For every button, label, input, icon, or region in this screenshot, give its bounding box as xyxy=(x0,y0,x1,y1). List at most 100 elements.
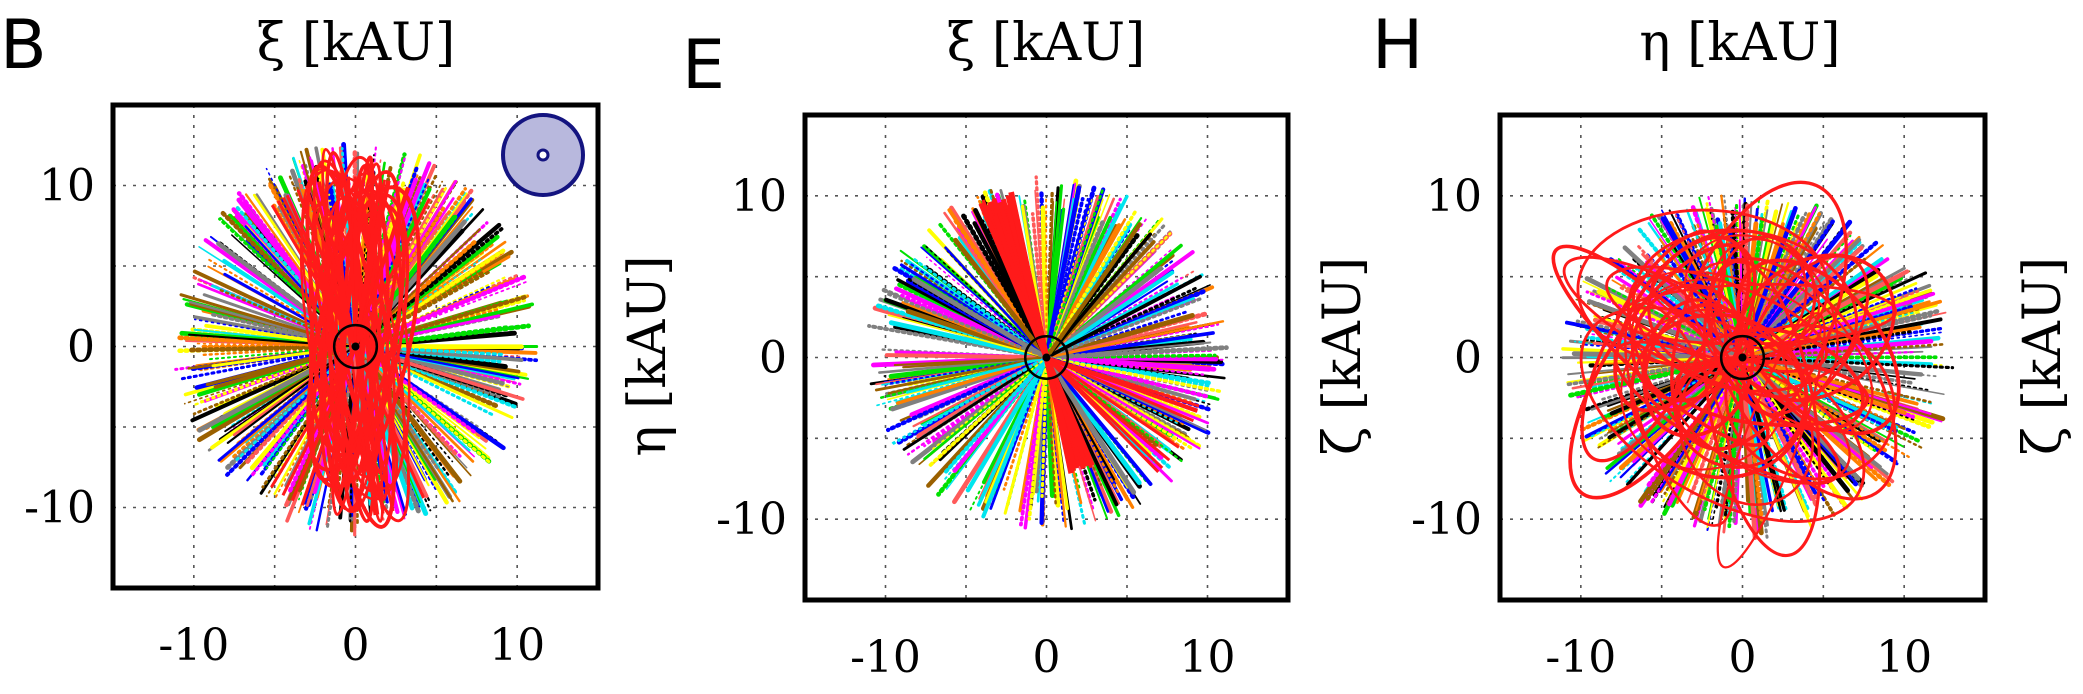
orbit-line xyxy=(1008,191,1075,474)
trajectory-cloud xyxy=(1551,180,1955,569)
panel-letter-e: E xyxy=(682,26,725,105)
trajectory-line xyxy=(1003,361,1047,515)
y-tick-label: -10 xyxy=(1411,494,1482,545)
central-star xyxy=(1738,353,1747,362)
orbit-ellipse xyxy=(1620,308,1790,471)
central-star xyxy=(351,342,360,351)
orbit-ellipse xyxy=(1641,298,1728,412)
trajectory-line xyxy=(926,359,1045,469)
orbit-ellipse xyxy=(1671,361,1851,485)
x-tick-label: 10 xyxy=(1180,632,1236,683)
y-tick-label: 0 xyxy=(67,322,95,373)
plot-frame xyxy=(110,102,601,591)
orbit-line xyxy=(354,346,385,514)
trajectory-line xyxy=(274,350,354,500)
trajectory-line xyxy=(1710,362,1743,529)
trajectory-line xyxy=(338,350,357,520)
panel-b-top-label: ξ [kAU] xyxy=(257,13,456,73)
trajectory-line xyxy=(965,360,1046,493)
trajectory-line xyxy=(886,292,1043,357)
trajectory-line xyxy=(213,346,352,389)
trajectory-line xyxy=(919,358,1043,429)
trajectory-cloud xyxy=(867,175,1229,531)
panel-letter-h: H xyxy=(1372,6,1423,85)
panel-e-plot: -10 0 10 -10 0 10 xyxy=(716,112,1291,683)
trajectory-line xyxy=(941,360,1045,476)
orbit-ellipse xyxy=(1576,208,1830,369)
panel-e-top-label: ξ [kAU] xyxy=(947,13,1146,73)
orbit-line xyxy=(354,179,386,347)
trajectory-line xyxy=(1048,360,1153,486)
trajectory-line xyxy=(1047,193,1111,353)
panel-h-top-label: η [kAU] xyxy=(1639,13,1840,73)
trajectory-line xyxy=(1047,209,1138,355)
trajectory-line xyxy=(1047,196,1094,353)
orbit-line xyxy=(1046,356,1200,408)
y-tick-label: 0 xyxy=(1454,333,1482,384)
trajectory-cloud xyxy=(173,142,539,537)
trajectory-line xyxy=(205,257,352,345)
orbit-line xyxy=(1045,356,1171,462)
orbit-ellipse xyxy=(336,172,384,523)
central-star xyxy=(1042,353,1051,362)
trajectory-line xyxy=(1746,359,1898,424)
trajectory-line xyxy=(944,246,1044,355)
panel-h-plot: -10 0 10 -10 0 10 xyxy=(1411,112,1988,683)
central-circle xyxy=(1719,334,1766,381)
orbit-line xyxy=(296,189,357,348)
orbit-ellipse xyxy=(1736,258,1901,436)
y-tick-label: 0 xyxy=(759,333,787,384)
orbit-ellipse xyxy=(1631,228,1859,393)
trajectory-line xyxy=(1047,222,1142,355)
orbit-ellipse xyxy=(1690,260,1874,433)
orbit-ellipse xyxy=(300,167,406,490)
trajectory-line xyxy=(905,357,1043,394)
trajectory-line xyxy=(244,193,353,343)
trajectory-line xyxy=(1050,359,1201,450)
trajectory-line xyxy=(1624,360,1740,484)
orbit-line xyxy=(978,202,1095,467)
trajectory-line xyxy=(1030,212,1048,354)
trajectory-line xyxy=(359,269,492,346)
orbit-ellipse xyxy=(1717,235,1808,350)
orbit-ellipse xyxy=(1579,306,1866,523)
trajectory-line xyxy=(1040,361,1048,499)
trajectory-line xyxy=(1050,331,1215,359)
y-tick-label: 10 xyxy=(39,161,95,212)
trajectory-line xyxy=(1746,357,1919,406)
trajectory-line xyxy=(1002,361,1047,491)
orbit-line xyxy=(290,345,357,502)
trajectory-line xyxy=(1050,296,1203,358)
x-tick-label: -10 xyxy=(1545,632,1616,683)
orbit-ellipse xyxy=(310,170,401,482)
plot-frame xyxy=(802,112,1291,603)
trajectory-line xyxy=(911,276,1044,357)
x-tick-label: 0 xyxy=(1729,632,1757,683)
trajectory-line xyxy=(887,314,1042,357)
solar-disk-center-icon xyxy=(536,148,550,162)
orbit-ellipse xyxy=(335,202,373,491)
orbit-line xyxy=(270,345,357,488)
y-tick-label: 10 xyxy=(1426,171,1482,222)
y-tick-label: -10 xyxy=(716,494,787,545)
x-tick-label: 0 xyxy=(342,620,370,671)
y-tick-label: -10 xyxy=(24,483,95,534)
panel-b-plot: -10 0 10 -10 0 10 xyxy=(24,102,601,671)
orbit-line xyxy=(354,346,395,512)
orbit-ellipse xyxy=(1568,243,1757,500)
trajectory-line xyxy=(920,246,1043,355)
central-circle xyxy=(332,323,379,370)
trajectory-line xyxy=(1746,356,1955,370)
trajectory-line xyxy=(1049,312,1195,359)
orbit-line xyxy=(346,176,357,347)
orbit-line xyxy=(1045,356,1195,423)
trajectory-line xyxy=(1746,359,1904,448)
central-circle xyxy=(1023,334,1070,381)
panel-h-y-label: ζ [kAU] xyxy=(1313,257,1373,455)
trajectory-line xyxy=(1051,320,1225,358)
trajectory-line xyxy=(1044,360,1055,499)
orbit-line xyxy=(354,345,425,499)
orbit-line xyxy=(281,345,357,496)
trajectory-line xyxy=(192,347,352,407)
